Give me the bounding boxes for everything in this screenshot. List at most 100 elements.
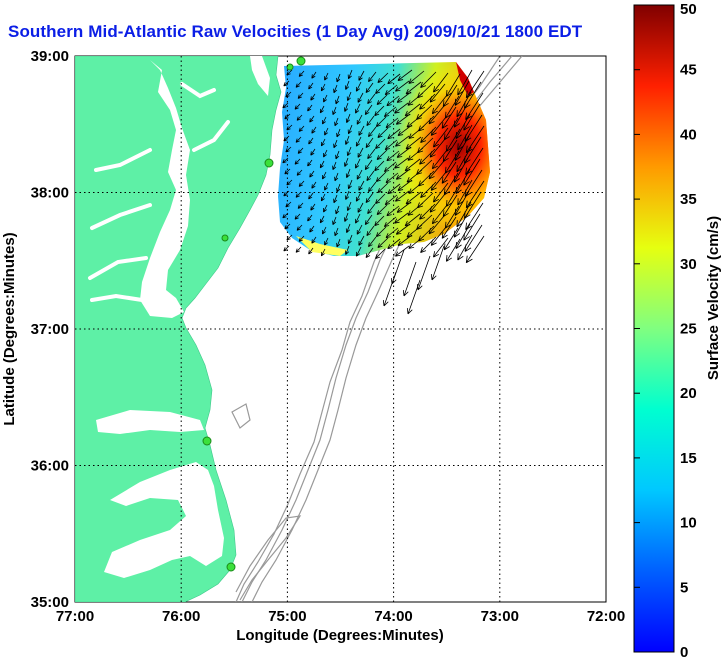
velocity-arrow [465,70,485,99]
velocity-arrow [408,125,425,139]
velocity-arrow [374,160,385,172]
velocity-arrow [395,190,410,202]
velocity-arrow [397,69,413,81]
radar-station [202,436,212,446]
velocity-arrow [431,94,448,115]
velocity-arrow [296,114,303,121]
velocity-arrow [375,193,386,205]
velocity-arrow [285,201,292,208]
velocity-arrow [336,183,341,193]
velocity-arrow [319,105,325,114]
velocity-arrow [396,91,412,103]
y-tick-label: 36:00 [31,458,69,475]
velocity-arrow [365,82,374,94]
velocity-arrow [386,150,400,162]
velocity-arrow [343,157,349,167]
velocity-arrow [355,158,361,169]
radar-station [221,234,229,242]
velocity-arrow [323,94,328,103]
velocity-arrow [457,124,473,151]
velocity-arrow [298,70,305,77]
velocity-arrow [376,204,388,216]
velocity-arrow [384,194,398,206]
velocity-arrow [333,84,338,94]
velocity-arrow [441,106,457,129]
velocity-arrow [386,205,400,217]
velocity-arrow [295,136,302,143]
velocity-arrow [394,157,409,169]
velocity-arrow [335,150,340,160]
velocity-arrow [324,237,329,246]
x-tick-label: 72:00 [587,608,625,625]
velocity-arrow [307,214,313,222]
velocity-arrow [322,171,327,180]
velocity-arrow [368,126,377,138]
velocity-arrow [465,180,485,209]
velocity-arrow [308,82,314,90]
velocity-arrow [343,102,349,112]
velocity-arrow [324,72,329,81]
velocity-arrow [358,70,365,81]
velocity-arrow [344,245,350,255]
velocity-arrow [420,71,437,88]
map-title: Southern Mid-Atlantic Raw Velocities (1 … [8,22,583,41]
velocity-arrow [433,237,449,258]
velocity-arrow [383,161,397,173]
velocity-arrow [374,105,385,117]
velocity-arrow [395,113,411,125]
velocity-arrow [430,245,445,281]
grid-lines [75,56,606,602]
velocity-arrow [457,234,473,261]
velocity-arrow [344,135,350,145]
velocity-arrow [334,227,339,237]
velocity-arrow [365,247,374,259]
velocity-arrow [320,248,326,257]
velocity-arrow [419,148,436,165]
velocity-arrow [322,226,327,235]
colorbar-tick-label: 30 [680,256,697,273]
velocity-arrow [357,202,364,213]
velocity-arrow [294,213,301,220]
velocity-arrow [357,92,364,103]
colorbar-label: Surface Velocity (cm/s) [705,216,722,380]
velocity-arrow [355,103,361,114]
velocity-arrow [309,225,315,233]
velocity-arrow [383,106,397,118]
velocity-arrow [320,83,326,92]
x-axis-label: Longitude (Degrees:Minutes) [236,627,444,644]
velocity-arrow [465,202,484,231]
x-tick-label: 75:00 [268,608,306,625]
y-tick-label: 37:00 [31,321,69,338]
velocity-arrow [297,92,304,99]
velocity-arrow [319,160,325,169]
velocity-arrow [333,194,338,204]
velocity-arrow [344,80,350,90]
velocity-arrow [355,213,361,224]
x-axis-ticks: 77:00 76:00 75:00 74:00 73:00 72:00 [56,608,625,625]
velocity-arrow [465,125,485,154]
velocity-arrow [366,225,375,237]
velocity-arrow [442,139,458,162]
velocity-arrow [385,117,399,129]
colorbar-tick-label: 15 [680,450,697,467]
radar-stations [202,56,306,572]
velocity-arrow [282,102,289,109]
velocity-arrow [368,236,377,248]
velocity-arrow [347,234,353,245]
velocity-arrow [309,170,315,178]
velocity-arrow [311,236,317,244]
velocity-arrow [334,172,339,182]
velocity-arrow [297,202,304,209]
colorbar-tick-label: 10 [680,515,697,532]
velocity-arrow [307,159,313,167]
velocity-arrow [366,170,375,182]
velocity-arrow [457,179,473,206]
colorbar [633,4,675,653]
velocity-arrow [298,235,305,242]
velocity-arrow [376,94,388,106]
velocity-arrow [284,113,291,120]
velocity-arrow [364,159,373,171]
velocity-arrow [298,180,305,187]
velocity-arrow [297,147,304,154]
